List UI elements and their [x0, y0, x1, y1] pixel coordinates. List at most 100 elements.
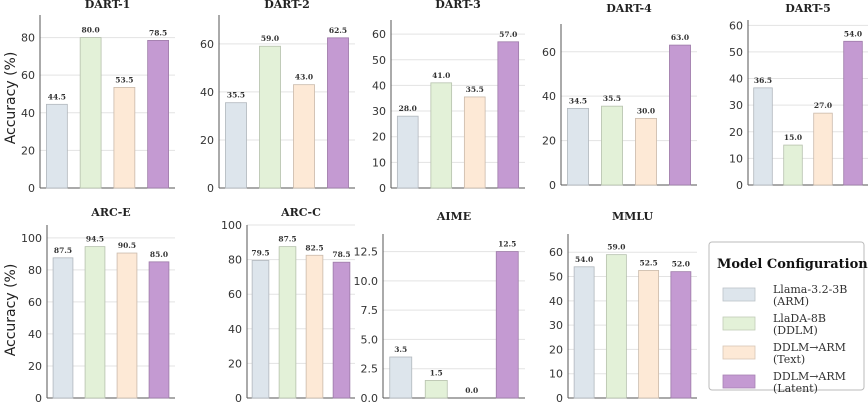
- bar-value-label: 78.5: [332, 250, 350, 259]
- y-tick-label: 7.5: [361, 304, 379, 317]
- panel-title: DART-3: [435, 0, 481, 11]
- y-tick-label: 80: [28, 264, 42, 277]
- y-tick-label: 20: [228, 357, 242, 370]
- bar-value-label: 78.5: [149, 28, 167, 37]
- panel-dart-1: 0 20 40 60 80 DART-1 44.5 80.0 53.5 78.5: [21, 0, 175, 195]
- y-tick-label: 50: [372, 54, 386, 67]
- bar-value-label: 35.5: [466, 85, 484, 94]
- bar: [52, 257, 74, 399]
- y-tick-label: 0: [235, 392, 242, 403]
- panel-aime: 0.0 2.5 5.0 7.5 10.0 12.5 AIME 3.5 1.5 0.0 12.5: [354, 210, 525, 403]
- legend-swatch: [722, 316, 756, 331]
- y-tick-label: 0: [379, 182, 386, 195]
- bar-value-label: 12.5: [498, 240, 516, 249]
- y-tick-label: 10: [729, 152, 743, 165]
- y-tick-label: 40: [729, 73, 743, 86]
- y-tick-label: 10: [549, 368, 563, 381]
- bar: [843, 40, 863, 186]
- bar-value-label: 85.0: [150, 250, 168, 259]
- bar: [293, 84, 315, 189]
- panel-title: DART-5: [785, 2, 831, 15]
- bar-value-label: 28.0: [399, 104, 417, 113]
- y-tick-label: 0: [549, 179, 556, 192]
- bar: [670, 271, 692, 399]
- legend-item: Llama-3.2-3B(ARM): [722, 283, 847, 308]
- panel-title: MMLU: [612, 210, 653, 223]
- y-tick-label: 2.5: [361, 363, 379, 376]
- bar-value-label: 54.0: [844, 29, 862, 38]
- bar: [251, 260, 270, 399]
- y-tick-label: 0: [556, 392, 563, 403]
- y-tick-label: 100: [21, 232, 42, 245]
- y-tick-label: 40: [542, 90, 556, 103]
- legend-items: Llama-3.2-3B(ARM) LlaDA-8B(DDLM) DDLM→ARM(…: [722, 283, 847, 395]
- panel-arc-c: 0 20 40 60 80 100 ARC-C 79.5 87.5 82.5 78.5: [221, 206, 355, 403]
- bar: [605, 254, 627, 399]
- legend-sublabel: (Latent): [773, 382, 818, 395]
- bar-value-label: 1.5: [430, 368, 443, 377]
- y-tick-label: 10.0: [354, 275, 379, 288]
- bar: [635, 117, 657, 186]
- legend-swatch: [722, 374, 756, 389]
- bar-value-label: 79.5: [251, 248, 269, 257]
- bar: [278, 246, 297, 399]
- bar-value-label: 87.5: [54, 246, 72, 255]
- bar: [567, 107, 589, 186]
- bar-value-label: 53.5: [115, 75, 133, 84]
- y-tick-label: 50: [549, 271, 563, 284]
- y-tick-label: 40: [549, 295, 563, 308]
- bar-value-label: 0.0: [465, 386, 478, 395]
- y-tick-label: 40: [200, 86, 214, 99]
- bar-value-label: 27.0: [814, 101, 832, 110]
- y-tick-label: 60: [549, 246, 563, 259]
- bar: [601, 105, 623, 186]
- legend: Model Configurations Llama-3.2-3B(ARM)Ll…: [708, 241, 868, 395]
- bar: [424, 380, 448, 399]
- bar: [638, 270, 660, 399]
- bar: [753, 87, 773, 186]
- legend-item: DDLM→ARM(Text): [722, 341, 846, 366]
- y-tick-label: 0: [207, 182, 214, 195]
- bar: [813, 112, 833, 186]
- bar-value-label: 36.5: [754, 76, 772, 85]
- y-tick-label: 80: [21, 32, 35, 45]
- y-tick-label: 20: [549, 343, 563, 356]
- panel-title: DART-1: [85, 0, 131, 11]
- legend-label: LlaDA-8B: [773, 312, 826, 325]
- panel-dart-2: 0 20 40 60 DART-2 35.5 59.0 43.0 62.5: [200, 0, 355, 195]
- legend-sublabel: (Text): [773, 353, 805, 366]
- y-tick-label: 20: [200, 134, 214, 147]
- bar-value-label: 44.5: [48, 92, 66, 101]
- bar-value-label: 63.0: [671, 33, 689, 42]
- y-tick-label: 0: [28, 182, 35, 195]
- y-tick-label: 10: [372, 156, 386, 169]
- y-tick-label: 60: [200, 38, 214, 51]
- panel-dart-3: 0 10 20 30 40 50 60 DART-3 28.0 41.0 35.5 57.0: [372, 0, 525, 195]
- legend-label: Llama-3.2-3B: [773, 283, 847, 296]
- y-tick-label: 40: [372, 79, 386, 92]
- y-tick-label: 0.0: [361, 392, 379, 403]
- legend-item: DDLM→ARM(Latent): [722, 370, 846, 395]
- bar: [332, 261, 351, 399]
- y-tick-label: 20: [21, 144, 35, 157]
- bar-value-label: 15.0: [784, 133, 802, 142]
- panel-dart-5: 0 10 20 30 40 50 60 DART-5 36.5 15.0 27.0 54.0: [729, 2, 868, 192]
- bar-value-label: 80.0: [81, 26, 99, 35]
- bar-value-label: 52.0: [672, 260, 690, 269]
- bar: [147, 39, 169, 189]
- bar: [225, 102, 247, 189]
- bar: [495, 251, 519, 399]
- legend-title: Model Configurations: [717, 257, 868, 272]
- bar: [327, 37, 349, 189]
- legend-sublabel: (DDLM): [773, 324, 818, 337]
- y-tick-label: 40: [228, 323, 242, 336]
- bar-value-label: 41.0: [432, 71, 450, 80]
- y-axis-label-bottom: Accuracy (%): [3, 264, 19, 357]
- bar: [497, 41, 520, 189]
- panel-mmlu: 0 10 20 30 40 50 60 MMLU 54.0 59.0 52.5 52.0: [549, 210, 697, 403]
- chart-panels: 0 20 40 60 80 DART-1 44.5 80.0 53.5 78.5 0 20 40 60 DA…: [21, 0, 868, 403]
- y-tick-label: 0: [736, 179, 743, 192]
- y-tick-label: 40: [21, 107, 35, 120]
- bar-value-label: 57.0: [499, 30, 517, 39]
- legend-sublabel: (ARM): [773, 295, 809, 308]
